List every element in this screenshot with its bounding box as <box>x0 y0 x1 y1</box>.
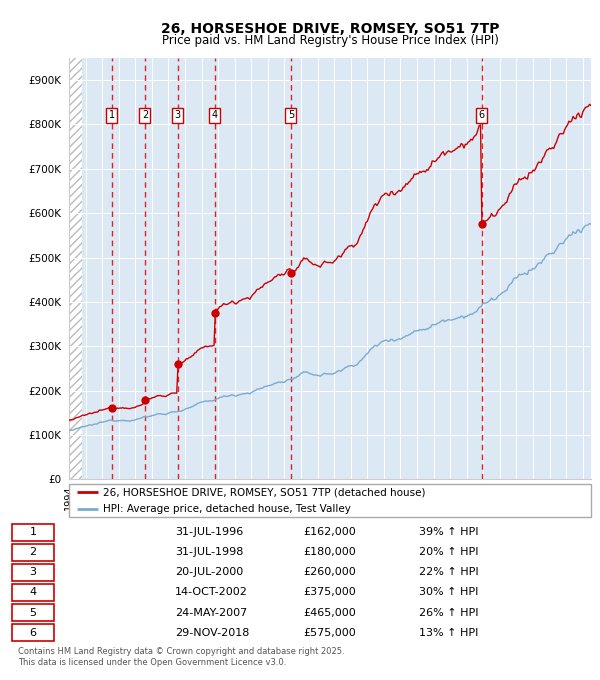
Text: 30% ↑ HPI: 30% ↑ HPI <box>419 588 479 598</box>
Text: 14-OCT-2002: 14-OCT-2002 <box>175 588 248 598</box>
FancyBboxPatch shape <box>12 564 54 581</box>
Text: 1: 1 <box>109 110 115 120</box>
Text: £375,000: £375,000 <box>303 588 356 598</box>
Text: 20-JUL-2000: 20-JUL-2000 <box>175 567 243 577</box>
Text: 26% ↑ HPI: 26% ↑ HPI <box>419 607 479 617</box>
Text: 29-NOV-2018: 29-NOV-2018 <box>175 628 250 638</box>
Text: 2: 2 <box>29 547 37 558</box>
Text: 1: 1 <box>29 527 37 537</box>
Text: Price paid vs. HM Land Registry's House Price Index (HPI): Price paid vs. HM Land Registry's House … <box>161 34 499 47</box>
Text: 20% ↑ HPI: 20% ↑ HPI <box>419 547 479 558</box>
FancyBboxPatch shape <box>12 524 54 541</box>
Text: £180,000: £180,000 <box>303 547 356 558</box>
Text: 24-MAY-2007: 24-MAY-2007 <box>175 607 247 617</box>
Text: 26, HORSESHOE DRIVE, ROMSEY, SO51 7TP (detached house): 26, HORSESHOE DRIVE, ROMSEY, SO51 7TP (d… <box>103 488 425 497</box>
FancyBboxPatch shape <box>12 584 54 601</box>
FancyBboxPatch shape <box>69 484 591 517</box>
Text: 39% ↑ HPI: 39% ↑ HPI <box>419 527 479 537</box>
Text: 5: 5 <box>288 110 294 120</box>
Text: £575,000: £575,000 <box>303 628 356 638</box>
Text: 2: 2 <box>142 110 148 120</box>
FancyBboxPatch shape <box>12 624 54 641</box>
Text: 4: 4 <box>29 588 37 598</box>
Text: 31-JUL-1998: 31-JUL-1998 <box>175 547 244 558</box>
FancyBboxPatch shape <box>12 544 54 561</box>
Text: 6: 6 <box>479 110 485 120</box>
Text: This data is licensed under the Open Government Licence v3.0.: This data is licensed under the Open Gov… <box>18 658 286 666</box>
Text: £260,000: £260,000 <box>303 567 356 577</box>
Text: 3: 3 <box>29 567 37 577</box>
Text: £162,000: £162,000 <box>303 527 356 537</box>
Text: HPI: Average price, detached house, Test Valley: HPI: Average price, detached house, Test… <box>103 504 351 513</box>
Text: 22% ↑ HPI: 22% ↑ HPI <box>419 567 479 577</box>
Bar <box>69 58 82 479</box>
Text: 3: 3 <box>175 110 181 120</box>
Text: 26, HORSESHOE DRIVE, ROMSEY, SO51 7TP: 26, HORSESHOE DRIVE, ROMSEY, SO51 7TP <box>161 22 499 36</box>
Text: £465,000: £465,000 <box>303 607 356 617</box>
Text: Contains HM Land Registry data © Crown copyright and database right 2025.: Contains HM Land Registry data © Crown c… <box>18 647 344 656</box>
Text: 5: 5 <box>29 607 37 617</box>
Text: 31-JUL-1996: 31-JUL-1996 <box>175 527 243 537</box>
FancyBboxPatch shape <box>12 604 54 621</box>
Text: 13% ↑ HPI: 13% ↑ HPI <box>419 628 479 638</box>
Text: 4: 4 <box>212 110 218 120</box>
Text: 6: 6 <box>29 628 37 638</box>
